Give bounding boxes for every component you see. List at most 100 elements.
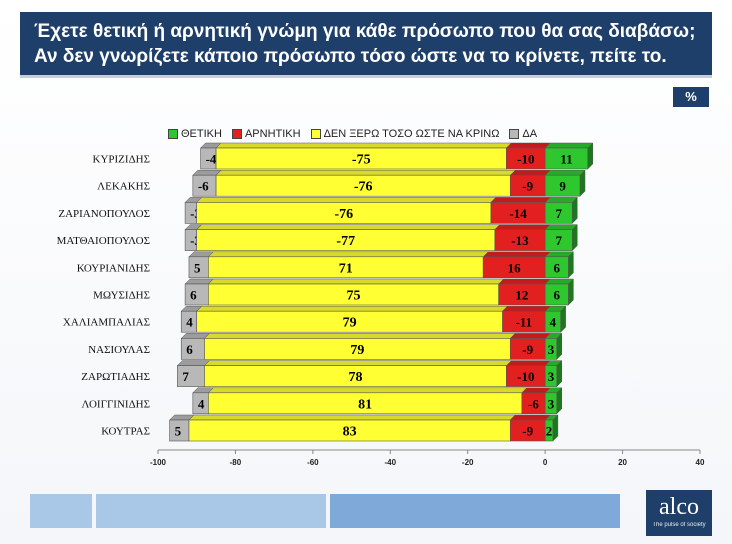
data-label: -75 [352,153,371,168]
category-label: ΚΥΡΙΖΙΔΗΣ [93,154,150,166]
category-label: ΛΟΙΓΓΙΝΙΔΗΣ [81,398,150,410]
data-label: -6 [528,396,539,411]
data-label: 6 [554,288,561,303]
x-tick-label: -60 [307,458,319,467]
bar-side-face [556,332,563,361]
bar-side-face [571,223,578,252]
question-header: Έχετε θετική ή αρνητική γνώμη για κάθε π… [20,12,712,78]
bar-top-face [215,169,516,176]
bar-top-face [544,224,578,230]
bar-side-face [579,169,586,197]
data-label: 4 [550,315,557,330]
data-label: 7 [555,233,562,248]
category-label: ΜΑΤΘΑΙΟΠΟΥΛΟΣ [57,235,150,247]
bar-top-face [509,414,551,421]
footer-block [30,494,92,528]
x-tick-label: 0 [543,458,548,467]
data-label: 2 [546,424,553,439]
bar-side-face [560,305,566,333]
legend-label: ΔΑ [522,128,538,140]
data-label: -77 [336,234,355,249]
data-label: 7 [555,206,562,221]
bar-top-face [207,251,489,258]
data-label: 16 [508,260,522,275]
category-label: ΖΑΡΙΑΝΟΠΟΥΛΟΣ [58,208,150,220]
data-label: -9 [522,342,533,357]
data-label: 9 [559,179,566,194]
bar-top-face [509,333,551,339]
data-label: 83 [343,425,357,440]
footer-block [330,494,620,528]
data-label: 6 [186,342,193,357]
legend-label: ΘΕΤΙΚΗ [181,128,222,140]
legend-swatch [310,129,321,139]
bar-segment [544,338,558,360]
legend-label: ΑΡΝΗΤΙΚΗ [244,128,301,140]
x-tick-label: -40 [385,458,397,467]
data-label: 3 [548,342,555,357]
bar-side-face [571,196,578,225]
bar-segment [544,256,569,279]
footer-block [96,494,326,528]
data-label: 81 [358,397,372,412]
legend-item: ΑΡΝΗΤΙΚΗ [231,128,301,140]
data-label: 11 [560,152,572,167]
category-label: ΛΕΚΑΚΗΣ [97,181,150,193]
bar-top-face [505,142,551,149]
data-label: -3 [190,206,201,221]
alco-logo: alco The pulse of society [646,490,712,536]
bar-segment [544,392,558,415]
unit-badge: % [673,87,709,107]
legend-swatch [231,129,242,139]
category-label: ΖΑΡΩΤΙΑΔΗΣ [81,371,150,383]
data-label: 7 [182,369,189,384]
bar-segment [544,283,569,306]
x-tick-label: 20 [618,458,627,467]
data-label: 79 [350,343,364,358]
data-label: 4 [198,396,205,411]
chart-legend: ΘΕΤΙΚΗ ΑΡΝΗΤΙΚΗ ΔΕΝ ΞΕΡΩ ΤΟΣΟ ΩΣΤΕ ΝΑ ΚΡΙΝ… [168,126,547,142]
bar-top-face [505,360,551,366]
data-label: -10 [517,152,534,167]
bar-top-face [207,278,505,285]
data-label: -4 [206,152,217,167]
bar-top-face [207,387,528,394]
question-line-2: Αν δεν γνωρίζετε κάποιο πρόσωπο τόσο ώστ… [34,46,667,67]
bar-top-face [498,278,551,285]
bar-segment [544,229,573,251]
bar-segment [544,174,581,197]
bar-top-face [544,169,586,176]
data-label: -76 [354,180,373,195]
bar-top-face [203,360,513,366]
bar-top-face [544,197,578,203]
bar-top-face [176,360,211,366]
data-label: 5 [175,424,182,439]
bar-segment [544,419,554,442]
bar-segment [544,147,589,170]
legend-swatch [509,129,520,139]
bar-top-face [196,197,497,203]
bar-side-face [552,414,559,442]
legend-label: ΔΕΝ ΞΕΡΩ ΤΟΣΟ ΩΣΤΕ ΝΑ ΚΡΙΝΩ [323,128,500,140]
bar-top-face [482,251,551,258]
category-label: ΚΟΥΤΡΑΣ [101,426,150,438]
x-tick-label: 40 [696,458,705,467]
data-label: -10 [517,369,534,384]
data-label: 3 [548,396,555,411]
data-label: -76 [334,207,353,222]
bar-side-face [556,387,563,415]
bar-top-face [490,197,551,203]
data-label: 6 [190,288,197,303]
data-label: 4 [186,315,193,330]
bar-top-face [494,224,551,230]
bar-top-face [196,224,501,230]
data-label: 71 [339,261,353,276]
bar-segment [180,338,205,360]
data-label: -13 [511,233,529,248]
bar-top-face [215,142,513,149]
legend-swatch [168,129,178,139]
category-label: ΜΩΥΣΙΔΗΣ [93,290,150,302]
x-tick-label: -20 [462,458,474,467]
data-label: -9 [522,424,533,439]
bar-side-face [568,251,574,279]
